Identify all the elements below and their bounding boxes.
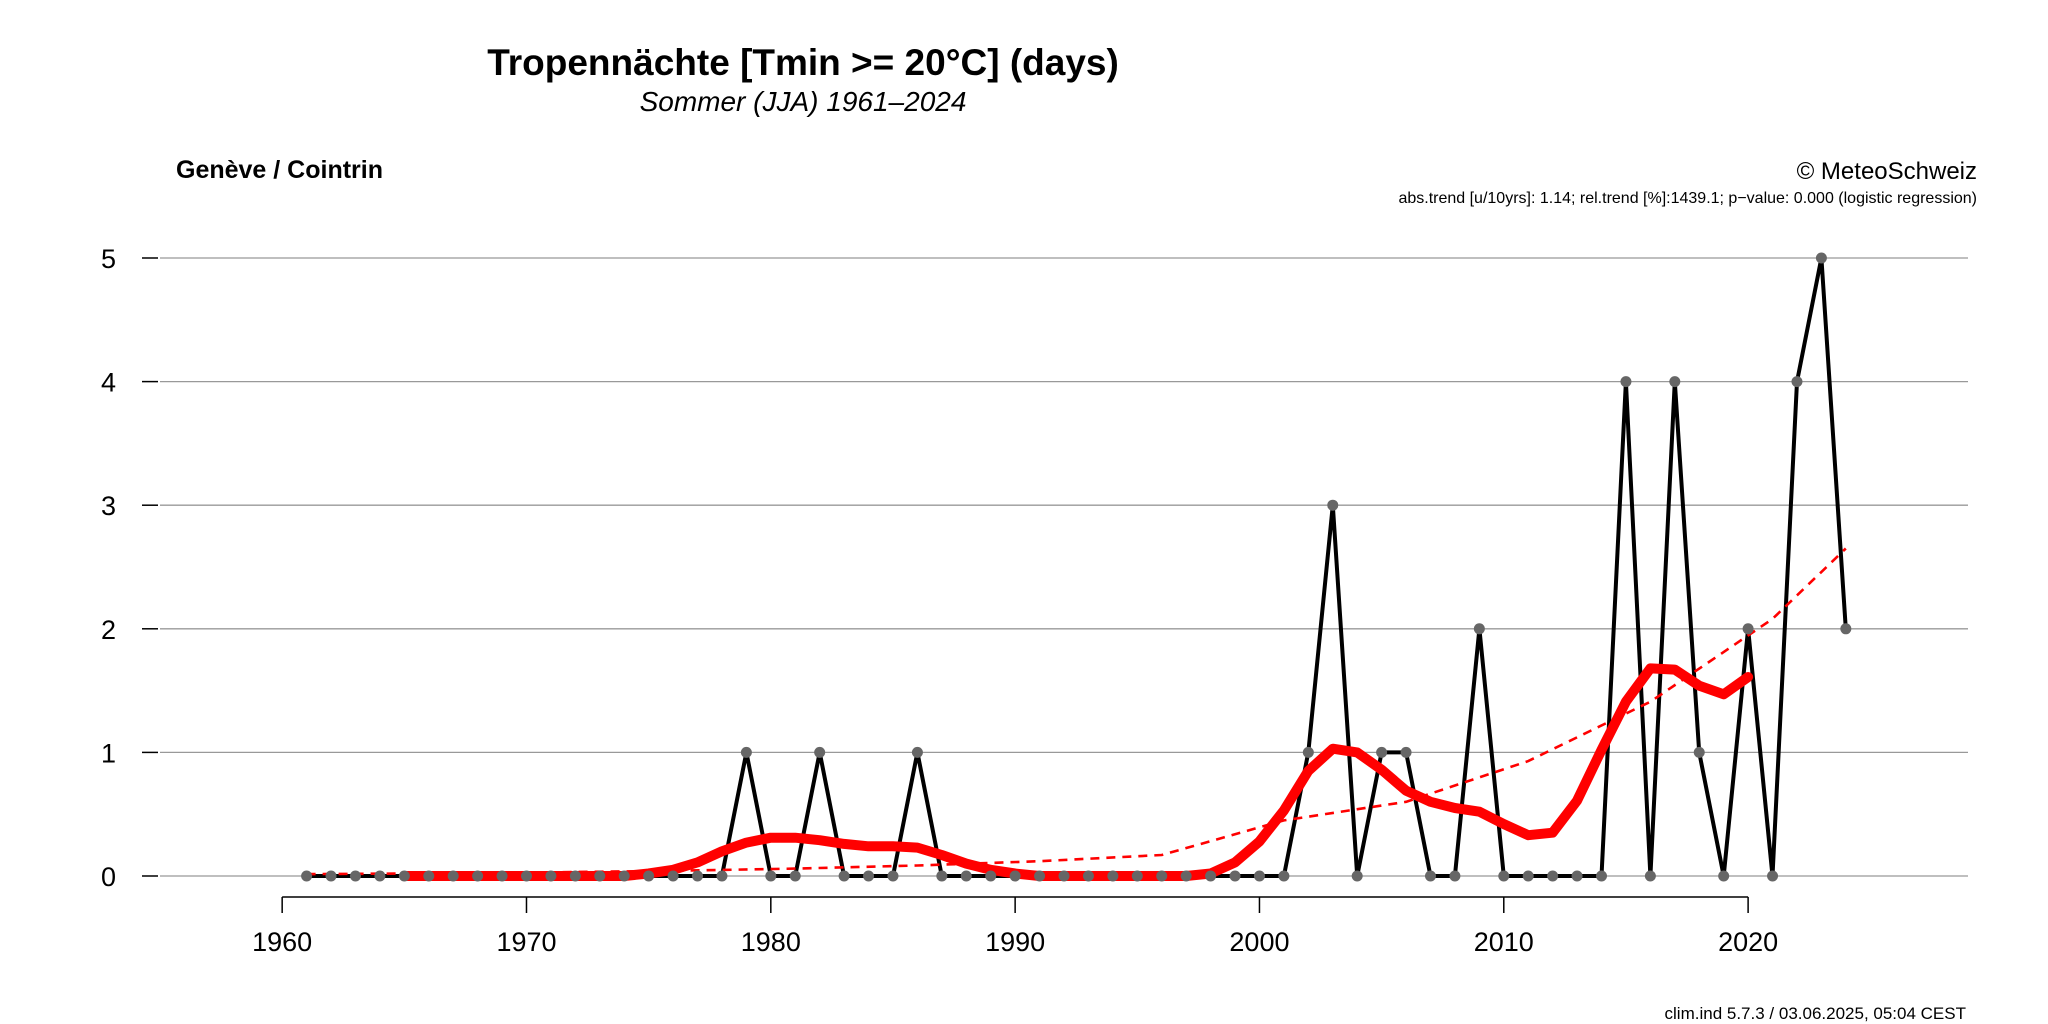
data-point-1976 xyxy=(667,870,679,882)
data-point-2000 xyxy=(1253,870,1265,882)
data-point-1988 xyxy=(960,870,972,882)
data-point-1982 xyxy=(814,746,826,758)
data-point-2001 xyxy=(1278,870,1290,882)
data-point-2021 xyxy=(1767,870,1779,882)
data-point-2011 xyxy=(1522,870,1534,882)
data-point-1967 xyxy=(447,870,459,882)
data-point-2017 xyxy=(1669,376,1681,388)
data-point-2007 xyxy=(1424,870,1436,882)
data-point-1983 xyxy=(838,870,850,882)
data-point-2019 xyxy=(1718,870,1730,882)
axes: 0 1 2 3 4 5 1960 1970 1980 1990 2000 2010 2020 xyxy=(101,244,1778,957)
data-point-2013 xyxy=(1571,870,1583,882)
data-point-1962 xyxy=(325,870,337,882)
data-points xyxy=(301,252,1852,882)
data-point-2006 xyxy=(1400,746,1412,758)
data-point-1999 xyxy=(1229,870,1241,882)
data-point-1974 xyxy=(618,870,630,882)
station-name: Genève / Cointrin xyxy=(176,156,383,184)
data-point-2003 xyxy=(1327,499,1339,511)
x-tick-label-2000: 2000 xyxy=(1229,927,1289,957)
data-point-1966 xyxy=(423,870,435,882)
x-tick-label-1960: 1960 xyxy=(252,927,312,957)
data-point-1997 xyxy=(1180,870,1192,882)
data-point-1968 xyxy=(472,870,484,882)
data-point-1977 xyxy=(692,870,704,882)
data-point-1981 xyxy=(789,870,801,882)
data-point-2020 xyxy=(1742,623,1754,635)
data-point-2016 xyxy=(1644,870,1656,882)
trend-info: abs.trend [u/10yrs]: 1.14; rel.trend [%]… xyxy=(1398,190,1977,207)
data-point-1970 xyxy=(520,870,532,882)
x-tick-label-1990: 1990 xyxy=(985,927,1045,957)
data-point-2010 xyxy=(1498,870,1510,882)
chart-subtitle: Sommer (JJA) 1961–2024 xyxy=(639,86,967,117)
data-point-1978 xyxy=(716,870,728,882)
y-tick-label-1: 1 xyxy=(101,738,116,768)
data-point-1993 xyxy=(1082,870,1094,882)
y-tick-label-2: 2 xyxy=(101,615,116,645)
data-point-1964 xyxy=(374,870,386,882)
x-tick-label-1980: 1980 xyxy=(741,927,801,957)
data-point-1961 xyxy=(301,870,313,882)
data-point-2024 xyxy=(1840,623,1852,635)
observed-series-line xyxy=(306,256,1848,878)
data-point-1972 xyxy=(569,870,581,882)
smooth-series-line xyxy=(399,663,1754,881)
data-point-2009 xyxy=(1473,623,1485,635)
data-point-1990 xyxy=(1009,870,1021,882)
data-point-2002 xyxy=(1302,746,1314,758)
series-layer xyxy=(306,256,1848,881)
data-point-1994 xyxy=(1107,870,1119,882)
y-tick-label-0: 0 xyxy=(101,862,116,892)
data-point-1969 xyxy=(496,870,508,882)
data-point-1965 xyxy=(398,870,410,882)
data-point-1996 xyxy=(1156,870,1168,882)
data-point-1995 xyxy=(1131,870,1143,882)
data-point-1998 xyxy=(1205,870,1217,882)
data-point-2023 xyxy=(1815,252,1827,264)
x-tick-label-2010: 2010 xyxy=(1474,927,1534,957)
y-tick-label-5: 5 xyxy=(101,244,116,274)
data-point-1989 xyxy=(985,870,997,882)
y-tick-label-4: 4 xyxy=(101,368,116,398)
gridlines xyxy=(160,257,1968,877)
data-point-1979 xyxy=(740,746,752,758)
x-tick-label-1970: 1970 xyxy=(496,927,556,957)
copyright-label: © MeteoSchweiz xyxy=(1796,158,1977,185)
x-tick-label-2020: 2020 xyxy=(1718,927,1778,957)
data-point-1986 xyxy=(911,746,923,758)
data-point-2005 xyxy=(1376,746,1388,758)
data-point-2015 xyxy=(1620,376,1632,388)
data-point-2004 xyxy=(1351,870,1363,882)
data-point-2008 xyxy=(1449,870,1461,882)
data-point-2018 xyxy=(1693,746,1705,758)
data-point-1992 xyxy=(1058,870,1070,882)
data-point-2014 xyxy=(1596,870,1608,882)
data-point-1975 xyxy=(643,870,655,882)
data-point-1991 xyxy=(1034,870,1046,882)
data-point-1985 xyxy=(887,870,899,882)
data-point-1980 xyxy=(765,870,777,882)
chart-title: Tropennächte [Tmin >= 20°C] (days) xyxy=(487,42,1119,83)
y-tick-label-3: 3 xyxy=(101,491,116,521)
data-point-1971 xyxy=(545,870,557,882)
data-point-2022 xyxy=(1791,376,1803,388)
data-point-1973 xyxy=(594,870,606,882)
data-point-2012 xyxy=(1547,870,1559,882)
data-point-1984 xyxy=(863,870,875,882)
data-point-1987 xyxy=(936,870,948,882)
version-footer: clim.ind 5.7.3 / 03.06.2025, 05:04 CEST xyxy=(1664,1004,1966,1023)
data-point-1963 xyxy=(349,870,361,882)
